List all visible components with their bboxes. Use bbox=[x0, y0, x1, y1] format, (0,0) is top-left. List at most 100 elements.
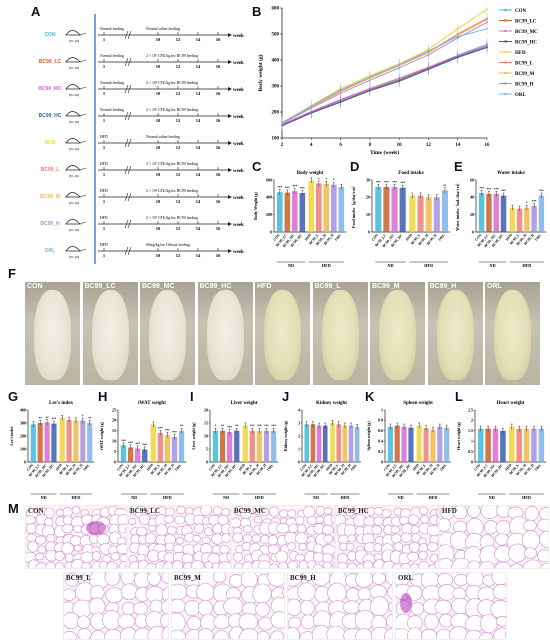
adipocyte-cell bbox=[155, 523, 168, 537]
adipocyte-cell bbox=[145, 562, 158, 568]
adipocyte-cell bbox=[54, 562, 65, 568]
x-tick-label: 8 bbox=[369, 143, 372, 148]
y-tick-label: 2.5 bbox=[468, 407, 473, 412]
adipocyte-cell bbox=[295, 531, 308, 545]
timeline-tick-label: 14 bbox=[196, 199, 201, 204]
chart-title: Spleen weight bbox=[403, 401, 433, 406]
x-tick-label: HFD bbox=[304, 233, 312, 242]
significance-label: *** bbox=[121, 438, 126, 443]
bar-bc99_m bbox=[523, 428, 530, 462]
group-size-label: (N=10) bbox=[69, 120, 80, 124]
significance-label: *** bbox=[165, 427, 170, 432]
adipocyte-cell bbox=[133, 601, 149, 616]
rat-body-image bbox=[91, 290, 129, 380]
panel-letter-i: I bbox=[190, 389, 194, 404]
rat-photo-bc99_hc: BC99_HC bbox=[197, 282, 253, 385]
bar-orl bbox=[538, 428, 545, 462]
week-label: week bbox=[233, 169, 244, 174]
adipocyte-cell bbox=[421, 628, 438, 639]
group-size-label: (N=10) bbox=[69, 66, 80, 70]
rat-icon bbox=[65, 84, 81, 90]
adipocyte-cell bbox=[269, 506, 280, 517]
timeline-arrow-icon bbox=[228, 33, 232, 37]
bar-bc99_h bbox=[531, 206, 537, 232]
bar-hfd bbox=[242, 425, 248, 462]
significance-label: * bbox=[326, 176, 328, 181]
adipocyte-cell bbox=[407, 514, 420, 526]
adipocyte-cell bbox=[315, 506, 326, 516]
week-label: week bbox=[233, 196, 244, 201]
timeline-group-label: BC99_LC bbox=[39, 59, 62, 65]
adipocyte-cell bbox=[171, 560, 184, 568]
spleen-weight-bar-chart: Spleen weight 0 0.2 0.4 0.6 0.8 1 Spleen weight… bbox=[366, 401, 451, 500]
stage1-label: HFD bbox=[100, 162, 108, 166]
adipocyte-cells bbox=[232, 506, 334, 568]
x-tick-label: HFD bbox=[238, 463, 246, 472]
panel-letter-d: D bbox=[350, 159, 360, 174]
iwat-weight-bar-chart: iWAT weight 0 5 10 15 20 25 iWAT weight (g) *** C… bbox=[99, 401, 186, 500]
bar-bc99_mc bbox=[401, 426, 407, 462]
bar-bc99_h bbox=[171, 437, 178, 462]
rat-tail-icon bbox=[79, 167, 87, 171]
bar-con bbox=[387, 426, 393, 462]
timeline-tick-label: 16 bbox=[216, 199, 221, 204]
adipocyte-cell bbox=[386, 613, 392, 629]
y-tick-label: 200 bbox=[266, 212, 272, 217]
significance-label: * bbox=[318, 176, 320, 181]
week-label: week bbox=[233, 115, 244, 120]
axis-break-mark bbox=[124, 138, 129, 148]
y-tick-label: 200 bbox=[272, 111, 280, 116]
adipocyte-cell bbox=[213, 630, 230, 639]
x-tick-label: ORL bbox=[350, 463, 358, 472]
rat-photo-bc99_lc: BC99_LC bbox=[82, 282, 138, 385]
histology-label: BC99_MC bbox=[234, 507, 266, 515]
y-tick-label: 0.2 bbox=[378, 449, 383, 454]
x-tick-label: CON bbox=[474, 233, 482, 242]
significance-label: * bbox=[333, 177, 335, 182]
x-tick-label: ORL bbox=[174, 463, 182, 472]
significance-label: ** bbox=[221, 423, 225, 428]
x-tick-label: BC99_H bbox=[256, 463, 268, 476]
panel-letter-f: F bbox=[8, 266, 16, 281]
y-tick-label: 0.4 bbox=[378, 439, 383, 444]
y-tick-label: 400 bbox=[20, 407, 26, 412]
adipocyte-cell bbox=[160, 599, 168, 616]
adipocyte-cells bbox=[336, 506, 438, 568]
rat-photo-orl: ORL bbox=[485, 282, 540, 385]
rat-body-image bbox=[379, 290, 416, 380]
legend-label: ORL bbox=[515, 93, 527, 98]
stage2-label: 2 × 10⁹ CFU/kg.bw BC99 feeding bbox=[146, 216, 198, 220]
adipocyte-cell bbox=[232, 517, 242, 529]
significance-label: ** bbox=[443, 183, 447, 188]
photo-label: ORL bbox=[487, 283, 502, 290]
adipocyte-cells bbox=[128, 506, 230, 568]
legend-marker bbox=[504, 8, 507, 12]
timeline-tick-label: 1 bbox=[103, 253, 106, 258]
adipocyte-cell bbox=[288, 616, 302, 630]
y-tick-label: 200 bbox=[20, 433, 26, 438]
adipocyte-cell bbox=[147, 524, 157, 532]
axis-break-mark bbox=[124, 30, 129, 40]
bar-con bbox=[478, 193, 485, 232]
y-tick-label: 500 bbox=[272, 33, 280, 38]
adipocyte-cell bbox=[410, 602, 424, 616]
data-point bbox=[368, 89, 371, 92]
adipocyte-cell bbox=[521, 530, 541, 550]
bar-bc99_lc bbox=[310, 424, 316, 462]
group-size-label: (N=10) bbox=[69, 255, 80, 259]
adipocyte-cell bbox=[369, 596, 389, 617]
axis-break-mark bbox=[127, 57, 132, 67]
timeline-tick-label: 16 bbox=[216, 37, 221, 42]
timeline-tick-label: 14 bbox=[196, 91, 201, 96]
adipocyte-cell bbox=[37, 545, 47, 554]
group-size-label: (N=10) bbox=[69, 174, 80, 178]
adipocyte-cell bbox=[226, 552, 230, 561]
x-tick-label: BC99_L bbox=[150, 463, 162, 476]
chart-title: Liver weight bbox=[231, 401, 258, 406]
adipocyte-cell bbox=[172, 583, 188, 601]
bar-bc99_h bbox=[433, 197, 440, 232]
timeline-tick-label: 12 bbox=[176, 145, 181, 150]
data-point bbox=[486, 8, 488, 11]
chart-title: Food intake bbox=[398, 171, 424, 176]
adipocyte-cell bbox=[510, 563, 524, 568]
